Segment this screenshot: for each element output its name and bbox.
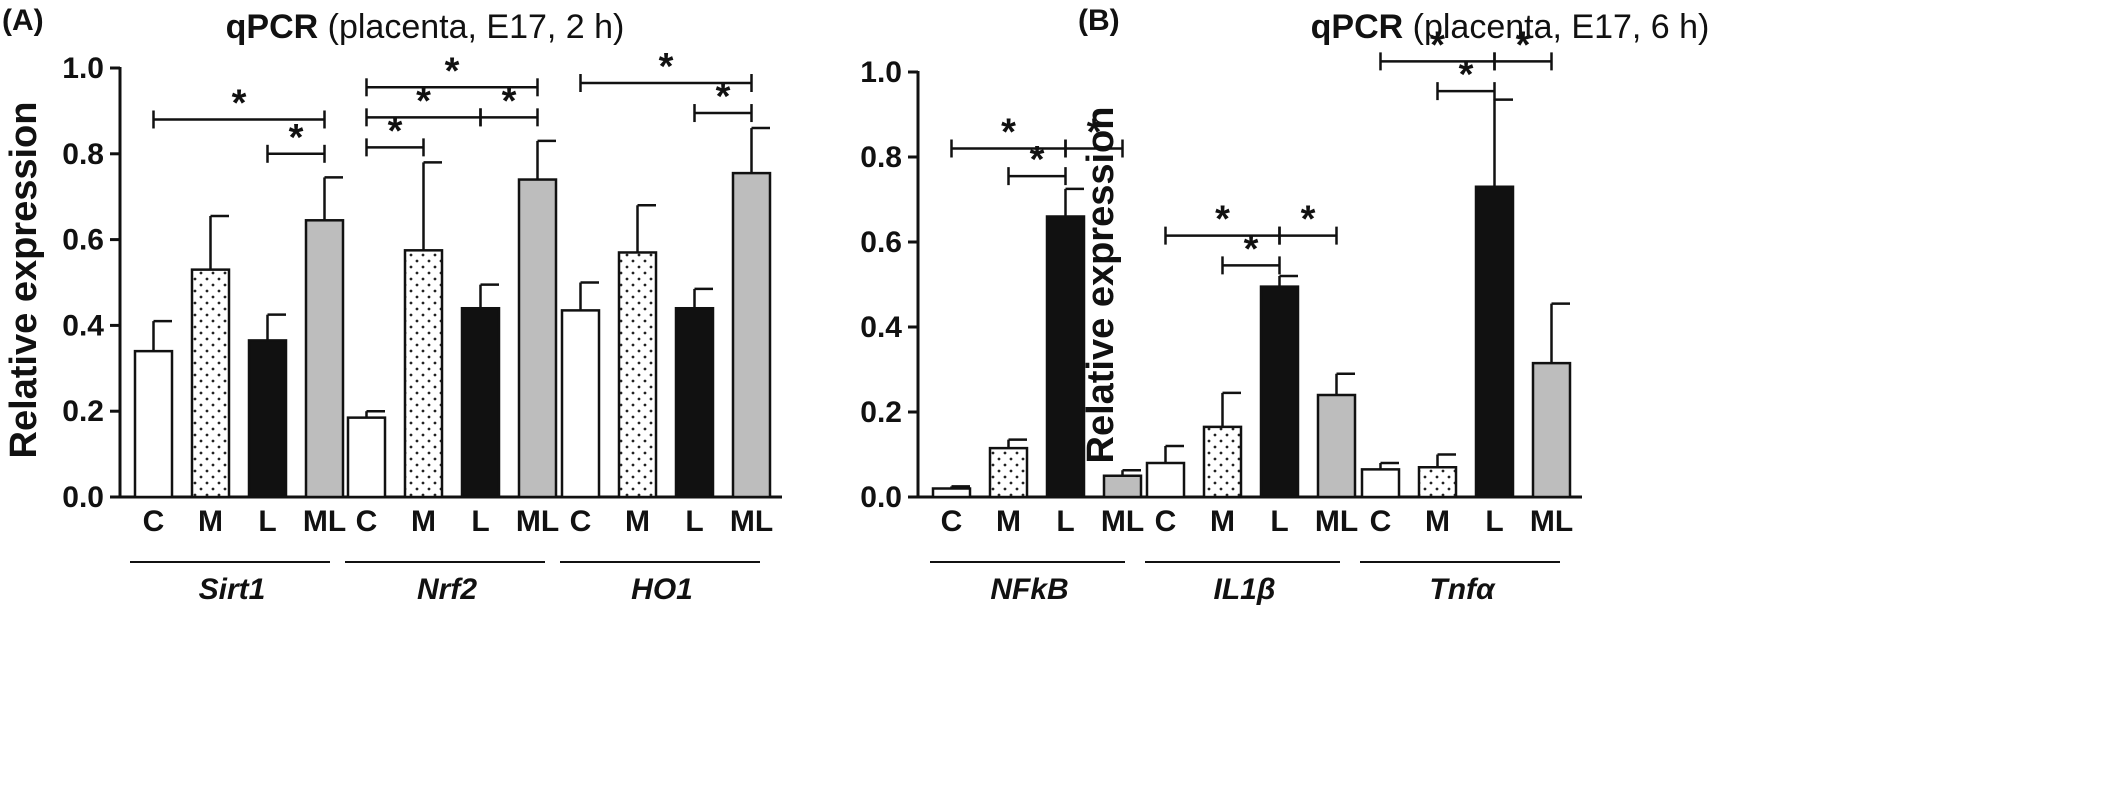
bar — [731, 171, 772, 499]
bar — [247, 339, 288, 499]
significance-star: * — [1430, 24, 1445, 66]
condition-label: L — [1056, 505, 1074, 538]
bar — [931, 487, 972, 499]
condition-label: L — [471, 505, 489, 538]
y-tick-label: 0.4 — [860, 311, 902, 344]
significance-star: * — [1030, 139, 1045, 181]
gene-label: Nrf2 — [417, 573, 477, 606]
bar — [1145, 461, 1186, 499]
condition-label: ML — [1101, 505, 1144, 538]
significance-star: * — [502, 80, 517, 122]
panel-a-title: qPCR (placenta, E17, 2 h) — [226, 8, 625, 46]
bar — [560, 309, 601, 499]
y-tick-label: 0.6 — [860, 226, 902, 259]
condition-label: C — [356, 505, 378, 538]
condition-label: M — [198, 505, 223, 538]
condition-label: L — [1485, 505, 1503, 538]
significance-star: * — [416, 80, 431, 122]
condition-label: ML — [516, 505, 559, 538]
significance-star: * — [289, 117, 304, 159]
condition-label: C — [143, 505, 165, 538]
condition-label: L — [685, 505, 703, 538]
significance-star: * — [445, 50, 460, 92]
condition-label: L — [258, 505, 276, 538]
bar — [517, 178, 558, 499]
condition-label: M — [996, 505, 1021, 538]
panel-b-title-rest: (placenta, E17, 6 h) — [1403, 8, 1709, 46]
significance-star: * — [232, 82, 247, 124]
y-tick-label: 1.0 — [860, 56, 902, 89]
bar — [1045, 215, 1086, 499]
bar — [1531, 361, 1572, 499]
y-tick-label: 0.2 — [860, 396, 902, 429]
bar — [1259, 285, 1300, 499]
bar — [403, 249, 444, 499]
condition-label: C — [570, 505, 592, 538]
panel-b-y-axis-label: Relative expression — [1080, 107, 1122, 464]
bar — [1316, 393, 1357, 499]
panel-a-title-bold: qPCR — [226, 8, 319, 46]
gene-label: Tnfα — [1429, 573, 1496, 606]
y-tick-label: 0.8 — [860, 141, 902, 174]
significance-star: * — [659, 46, 674, 88]
bar — [304, 219, 345, 499]
y-tick-label: 0.0 — [860, 481, 902, 514]
gene-label: IL1β — [1214, 573, 1276, 606]
gene-label: NFkB — [990, 573, 1068, 606]
bar — [617, 251, 658, 499]
significance-star: * — [1244, 228, 1259, 270]
bar — [1102, 474, 1143, 499]
significance-star: * — [1001, 112, 1016, 154]
condition-label: M — [1210, 505, 1235, 538]
panel-b-title-bold: qPCR — [1311, 8, 1404, 46]
gene-label: HO1 — [631, 573, 693, 606]
gene-label: Sirt1 — [199, 573, 266, 606]
panel-a-y-axis-label: Relative expression — [3, 102, 45, 459]
bar — [1417, 466, 1458, 499]
condition-label: M — [1425, 505, 1450, 538]
panel-a-title-rest: (placenta, E17, 2 h) — [318, 8, 624, 46]
condition-label: ML — [730, 505, 773, 538]
condition-label: M — [411, 505, 436, 538]
bar — [346, 416, 387, 499]
condition-label: ML — [1315, 505, 1358, 538]
condition-label: C — [941, 505, 963, 538]
condition-label: L — [1270, 505, 1288, 538]
bar — [190, 268, 231, 499]
y-tick-label: 0.6 — [62, 224, 104, 257]
bar — [1474, 185, 1515, 499]
panel-b-title: qPCR (placenta, E17, 6 h) — [1311, 8, 1710, 46]
significance-star: * — [388, 110, 403, 152]
significance-star: * — [1215, 199, 1230, 241]
significance-star: * — [1459, 54, 1474, 96]
condition-label: C — [1370, 505, 1392, 538]
y-tick-label: 0.0 — [62, 481, 104, 514]
significance-star: * — [1087, 112, 1102, 154]
bar — [1202, 425, 1243, 499]
condition-label: C — [1155, 505, 1177, 538]
y-tick-label: 0.8 — [62, 138, 104, 171]
condition-label: M — [625, 505, 650, 538]
bar — [988, 446, 1029, 499]
bar — [674, 306, 715, 499]
condition-label: ML — [1530, 505, 1573, 538]
y-tick-label: 0.2 — [62, 395, 104, 428]
significance-star: * — [716, 76, 731, 118]
bar — [133, 349, 174, 499]
y-tick-label: 0.4 — [62, 309, 104, 342]
condition-label: ML — [303, 505, 346, 538]
bar — [1360, 468, 1401, 499]
y-tick-label: 1.0 — [62, 52, 104, 85]
bar — [460, 306, 501, 499]
panel-a-label: (A) — [2, 4, 44, 37]
panel-b-label: (B) — [1078, 4, 1120, 37]
significance-star: * — [1301, 199, 1316, 241]
significance-star: * — [1516, 24, 1531, 66]
